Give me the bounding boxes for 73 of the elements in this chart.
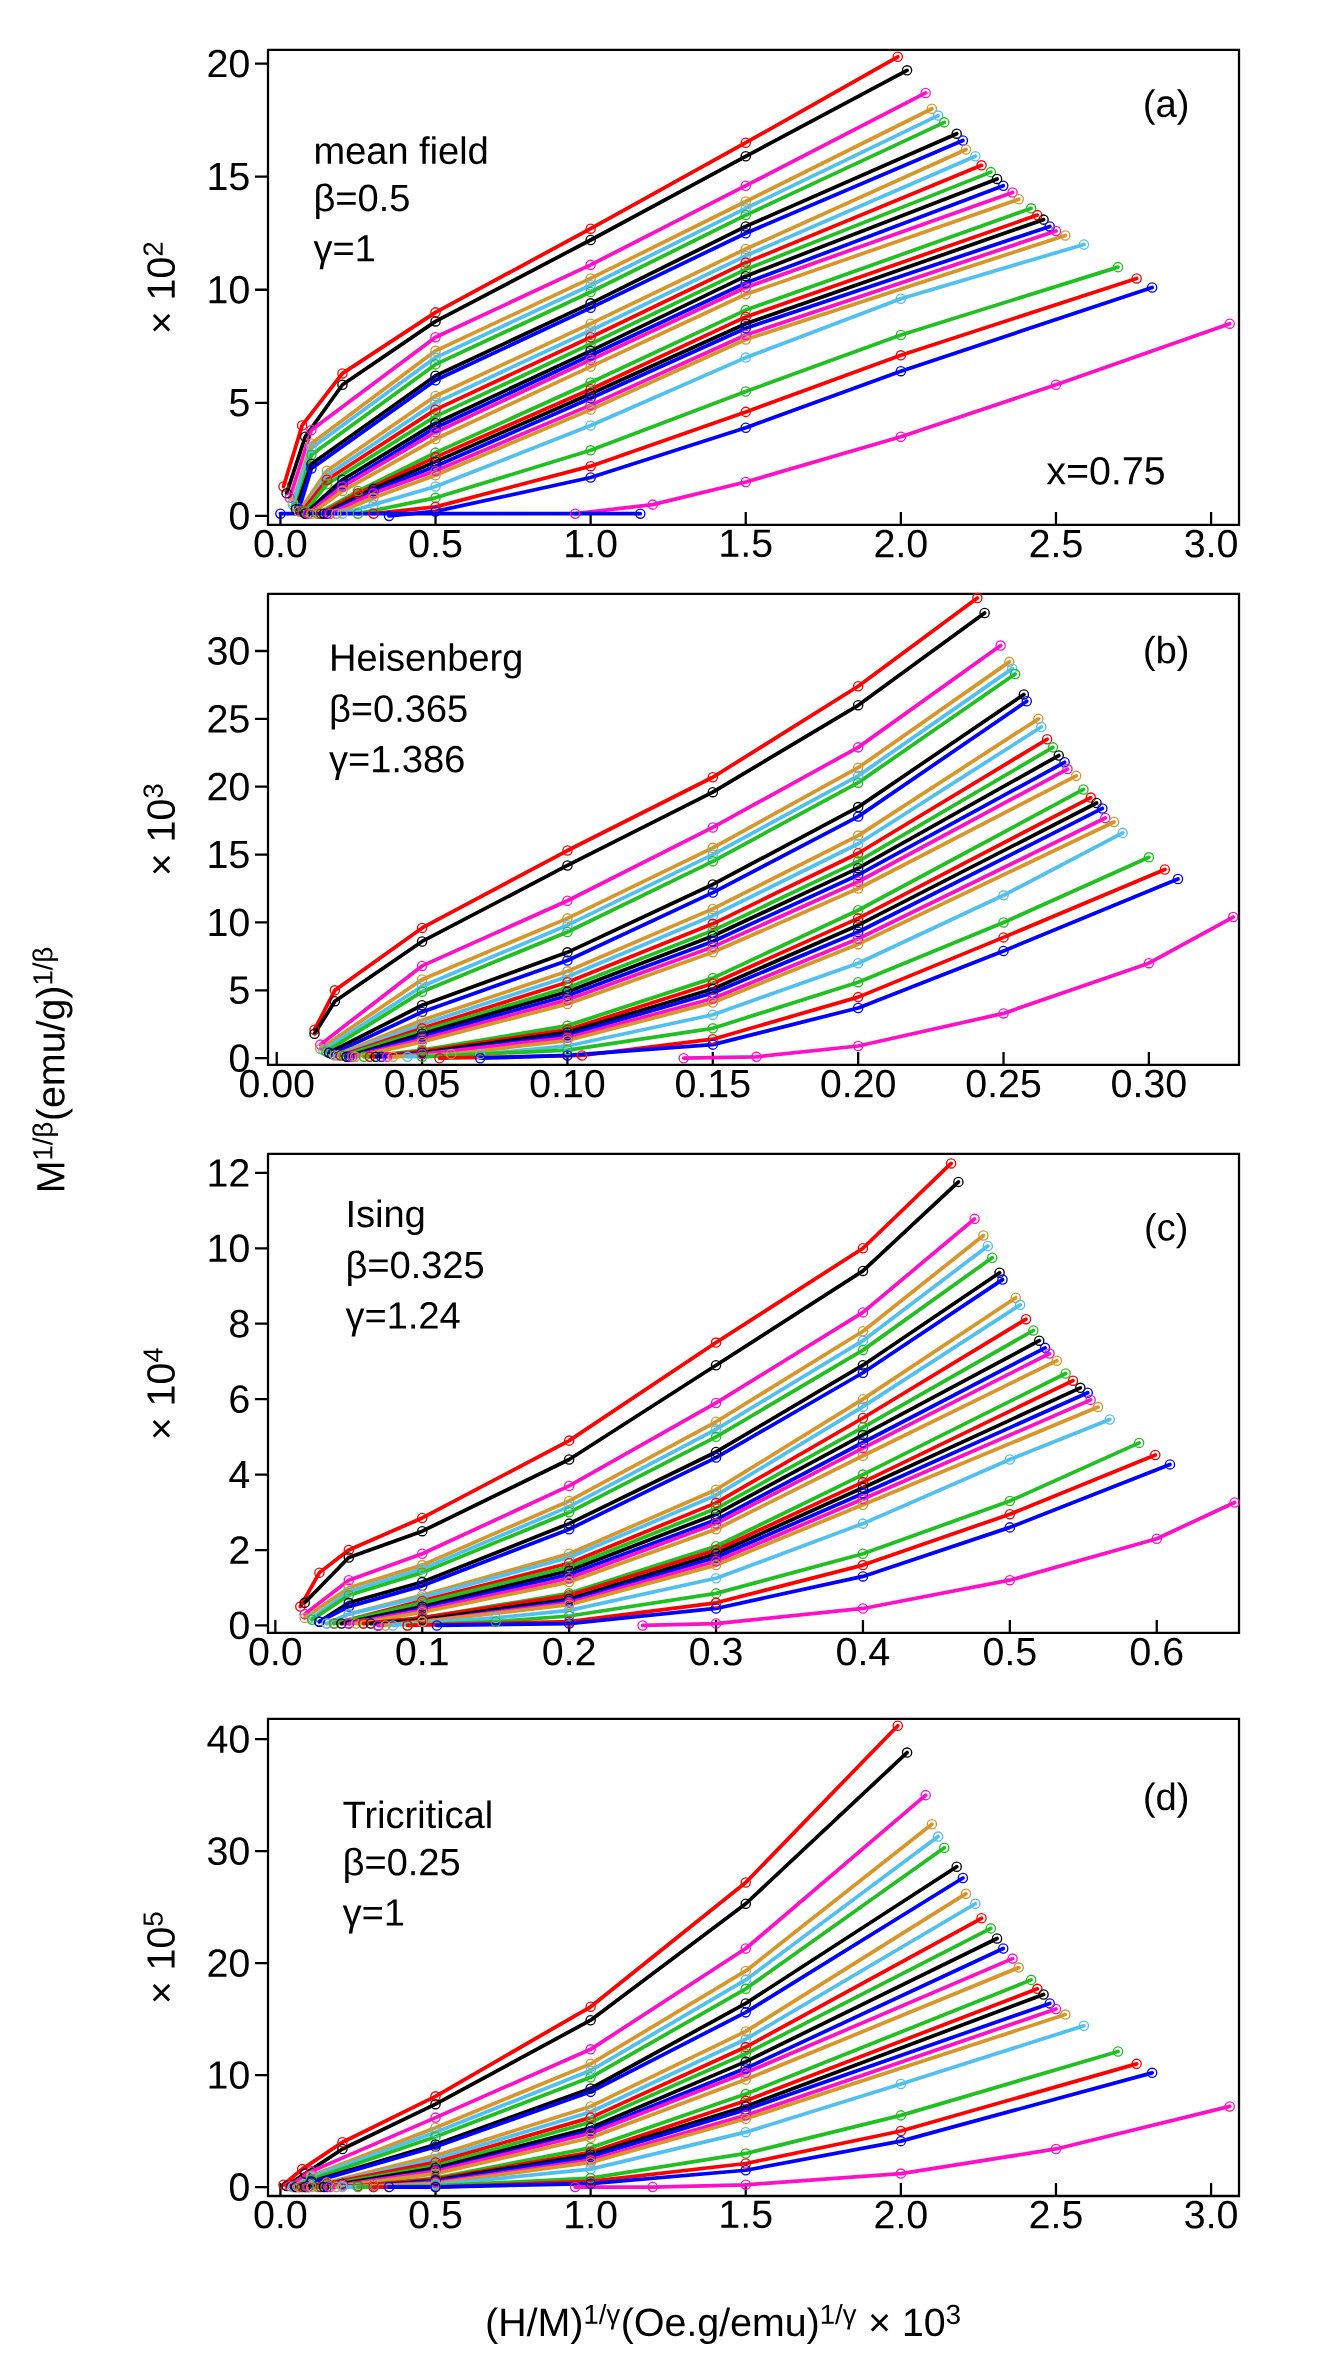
annotation: β=0.365 [331,694,467,730]
text: (c) [1146,1212,1186,1249]
y-tick-label: 30 [208,1837,249,1866]
y-tick-label: 20 [208,1949,249,1978]
x-tick-label: 1.5 [721,2200,772,2229]
text: M$^{1/β}$(emu/g)$^{1/β}$ [32,947,73,1191]
x-tick-label: 1.0 [566,2200,617,2229]
annotation: Tricritical [343,1800,491,1829]
y-tick-label: 5 [229,389,249,417]
annotation: β=0.25 [345,1847,460,1884]
y-tick-label: 40 [207,1725,249,1754]
annotation: Ising [349,1199,424,1235]
annotation: γ=1 [342,1899,404,1934]
annotation: γ=1.386 [329,745,464,781]
x-tick-label: 2.0 [875,2200,927,2229]
x-tick-label: 0.4 [837,1637,890,1666]
x-tick-label: 0.0 [254,529,307,558]
y-tick-label: 0 [229,502,249,530]
x-tick-label: 1.0 [566,529,617,558]
x-tick-label: 1.5 [721,529,772,558]
x-tick-label: 2.5 [1030,529,1082,558]
y-axis-title: × 10$^{4}$ [143,1348,175,1438]
annotation: β=0.325 [348,1250,484,1286]
x-tick-label: 0.20 [821,1069,895,1098]
annotation: β=0.5 [316,183,409,219]
x-tick-label: 0.15 [676,1069,750,1098]
x-tick-label: 0.0 [249,1637,302,1666]
x-tick-label: 0.6 [1130,1637,1183,1666]
x-tick-label: 0.2 [543,1637,595,1666]
y-tick-label: 10 [209,1234,249,1263]
x-tick-label: 0.30 [1112,1069,1186,1098]
y-tick-label: 2 [230,1536,249,1564]
annotation: Heisenberg [332,643,521,679]
x-tick-label: 2.5 [1030,2200,1082,2229]
annotation: mean field [316,136,487,165]
x-tick-label: 0.10 [530,1069,605,1098]
y-tick-label: 20 [208,772,249,801]
y-tick-label: 30 [208,637,249,665]
x-tick-label: 0.5 [984,1637,1036,1666]
x-tick-label: 0.25 [966,1069,1041,1098]
y-tick-label: 4 [229,1461,250,1489]
y-tick-label: 10 [209,275,249,304]
x-tick-label: 3.0 [1185,2200,1237,2229]
y-tick-label: 15 [209,840,249,869]
x-axis-title: (H/M)$^{1/γ}$(Oe.g/emu)$^{1/γ}$ × 10$^{3}$ [487,2303,960,2345]
x-tick-label: 0.0 [254,2200,307,2229]
y-tick-label: 10 [209,908,249,937]
y-tick-label: 20 [208,49,249,78]
y-tick-label: 25 [208,704,249,733]
x-tick-label: 3.0 [1185,529,1237,558]
text: (d) [1145,1782,1188,1818]
text: (a) [1145,89,1188,125]
annotation: γ=1 [313,235,374,270]
x-tick-label: 2.0 [875,529,927,558]
x-tick-label: 0.1 [396,1637,448,1666]
y-tick-label: 6 [230,1385,249,1414]
y-tick-label: 0 [229,1611,249,1640]
y-tick-label: 5 [229,976,249,1005]
y-axis-title: × 10$^{5}$ [143,1912,175,2002]
x-tick-label: 0.3 [690,1637,742,1666]
y-tick-label: 12 [209,1159,249,1187]
y-tick-label: 10 [209,2061,249,2089]
x-tick-label: 0.05 [385,1069,459,1098]
annotation: γ=1.24 [345,1302,460,1337]
text: (b) [1145,635,1188,672]
y-tick-label: 0 [229,2173,249,2201]
y-axis-title: × 10$^{3}$ [143,784,176,874]
x-tick-label: 0.5 [409,2200,462,2229]
x-tick-label: 0.5 [409,529,462,558]
annotation: x=0.75 [1046,456,1164,485]
y-tick-label: 15 [209,162,249,191]
y-tick-label: 8 [230,1309,249,1338]
y-axis-title: × 10$^{2}$ [143,242,176,332]
